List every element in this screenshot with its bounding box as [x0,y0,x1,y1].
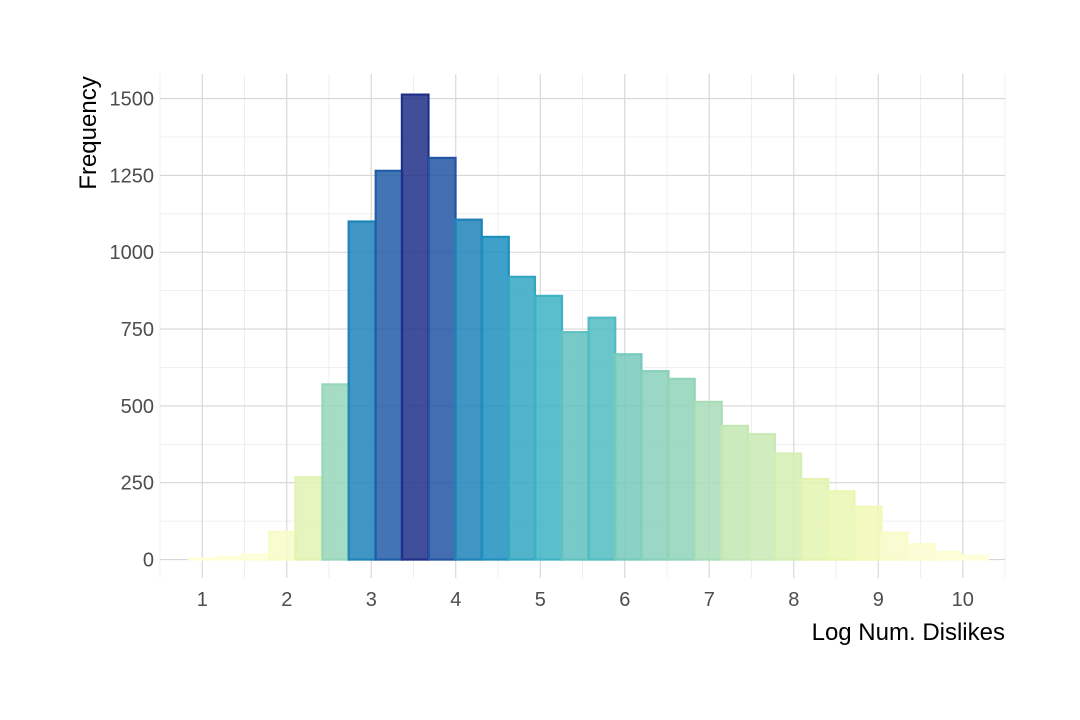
histogram-bar [693,400,723,561]
histogram-bar [933,550,962,561]
x-tick-label: 2 [281,589,292,611]
histogram-bar [853,505,883,561]
histogram-bar [720,424,750,561]
histogram-bar [454,218,483,561]
histogram-bar [268,530,297,561]
x-tick-label: 4 [450,589,461,611]
histogram-bar [773,452,803,561]
histogram-bar [879,531,909,561]
x-tick-label: 3 [366,589,377,611]
histogram-bar [187,557,217,561]
histogram-bar [347,220,377,561]
histogram-bar [481,235,510,561]
histogram-bar [400,93,430,561]
histogram-bar [587,316,617,561]
histogram-bar [534,294,564,561]
histogram-bar [613,353,643,561]
histogram-bar [640,370,670,561]
histogram-bar [800,477,830,561]
x-tick-label: 7 [704,589,715,611]
y-tick-label: 750 [121,319,154,341]
x-tick-label: 1 [197,589,208,611]
y-tick-label: 1500 [110,89,155,111]
histogram-bar [666,377,696,561]
x-tick-label: 8 [788,589,799,611]
y-tick-label: 1250 [110,165,155,187]
bars [187,93,989,561]
x-tick-label: 5 [535,589,546,611]
histogram-bar [241,553,270,561]
histogram-bar [294,476,324,561]
histogram-bar [214,556,244,561]
x-axis-title: Log Num. Dislikes [812,619,1005,646]
x-tick-label: 10 [952,589,974,611]
y-tick-label: 500 [121,396,154,418]
histogram-bar [427,156,457,561]
y-axis-title: Frequency [75,76,102,189]
histogram-bar [826,490,856,561]
y-tick-label: 0 [143,550,154,572]
y-tick-label: 250 [121,473,154,495]
histogram-bar [560,331,590,561]
histogram-bar [321,383,351,561]
histogram-bar [960,554,989,561]
histogram-bar [906,543,936,561]
x-tick-label: 6 [619,589,630,611]
histogram-bar [374,169,404,561]
x-tick-label: 9 [873,589,884,611]
y-axis-ticks: 0 250 500 750 1000 1250 1500 [110,89,155,572]
histogram-bar [507,275,537,561]
histogram-bar [747,433,777,561]
y-tick-label: 1000 [110,242,155,264]
x-axis-ticks: 1 2 3 4 5 6 7 8 9 10 [197,589,974,611]
